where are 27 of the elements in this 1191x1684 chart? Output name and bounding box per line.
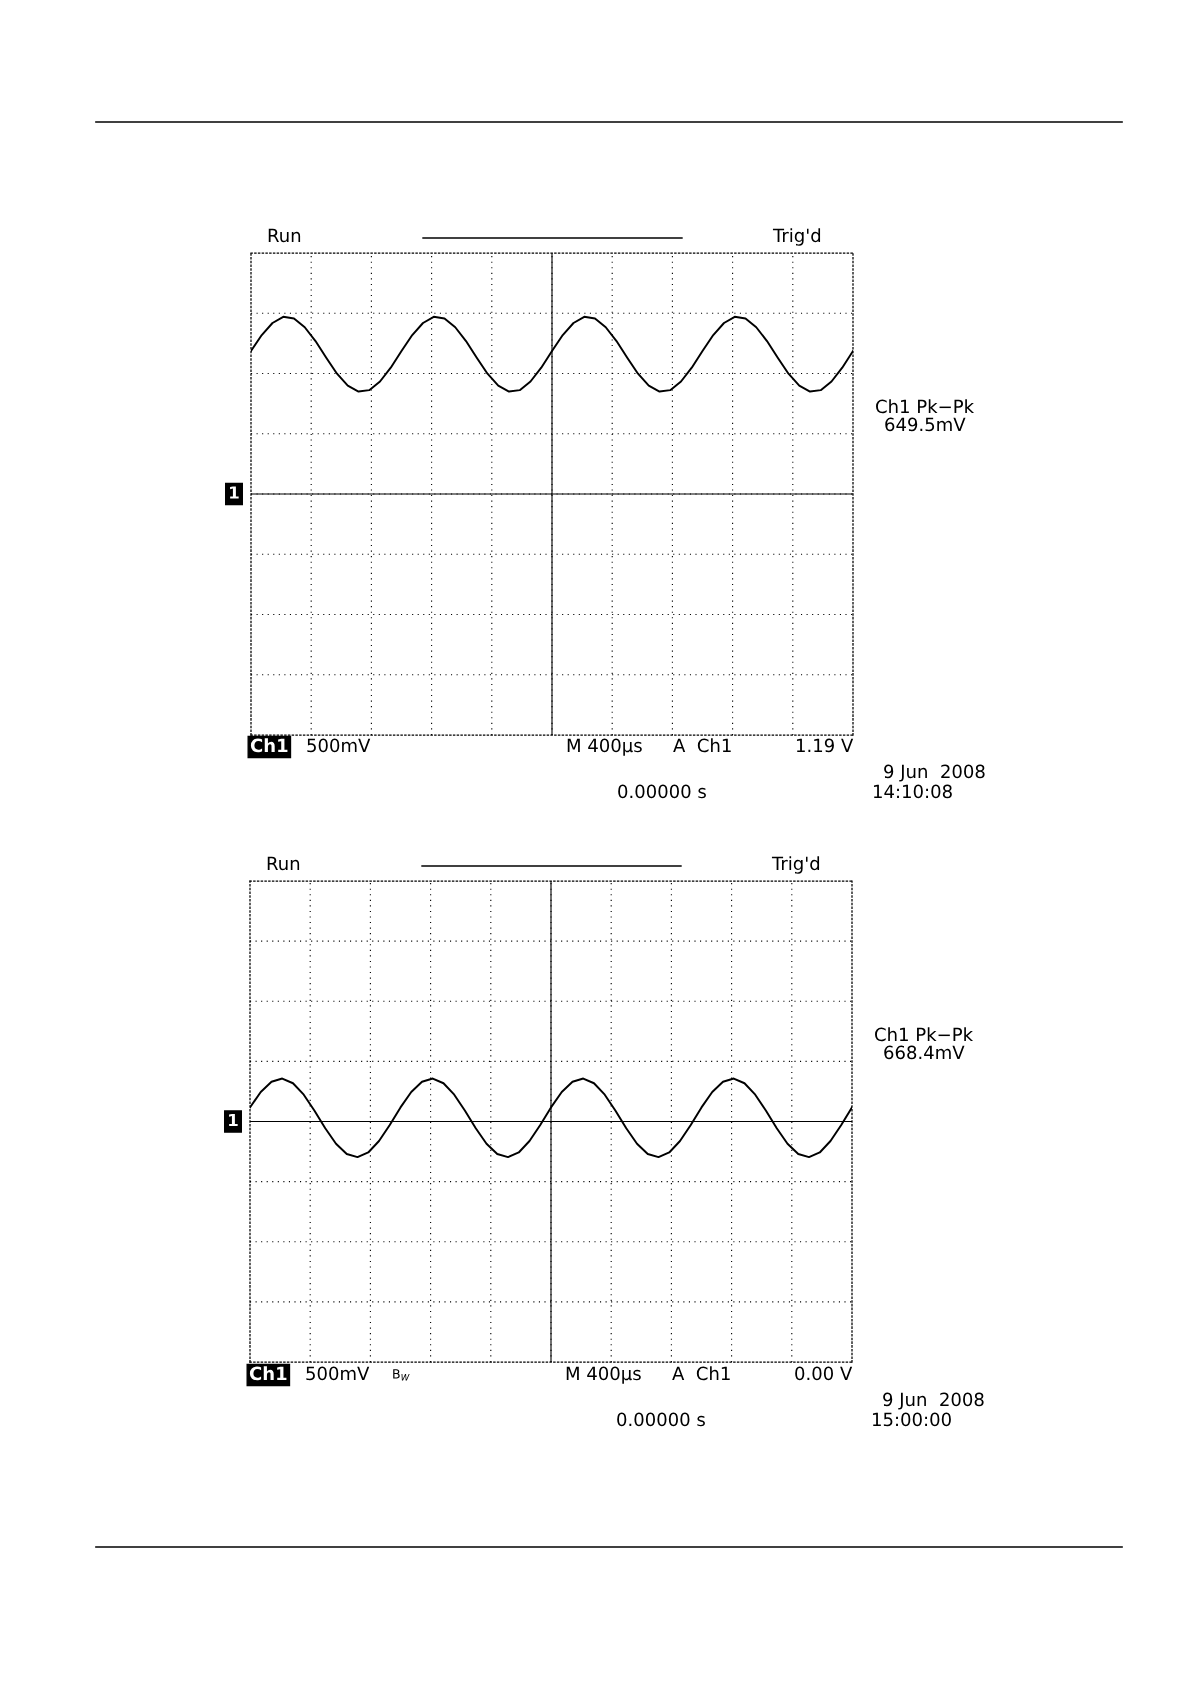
text: A Ch1 [673,738,731,753]
text: Ch1 [250,738,288,753]
text: 1 [230,486,239,499]
text: M 400µs [567,738,642,756]
text: 500mV [306,1366,370,1381]
text: Run [268,228,301,243]
text: 500mV [307,738,371,753]
text: 9 Jun 2008 [884,764,985,782]
text: 649.5mV [885,417,966,432]
text: B$_{W}$ [393,1369,410,1381]
text: Ch1 Pk−Pk [876,399,975,414]
text: 1 [229,1113,238,1127]
text: 14:10:08 [873,784,952,799]
text: 0.00000 s [618,784,706,799]
text: Trig'd [772,228,821,246]
text: 9 Jun 2008 [883,1392,984,1410]
text: Trig'd [771,856,820,874]
text: Ch1 [249,1366,287,1381]
text: Ch1 Pk−Pk [875,1027,974,1042]
text: 0.00 V [795,1366,853,1381]
text: 668.4mV [884,1045,965,1060]
text: 0.00000 s [617,1412,705,1427]
text: 1.19 V [796,738,854,753]
text: M 400µs [566,1366,641,1384]
text: Run [267,856,300,871]
text: 15:00:00 [872,1412,951,1427]
text: A Ch1 [672,1366,730,1381]
